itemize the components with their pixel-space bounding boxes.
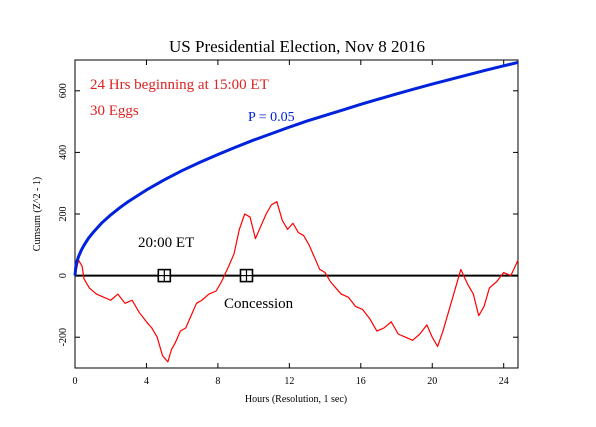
time-marker-2 [239, 268, 254, 283]
y-tick-label: 600 [58, 83, 69, 98]
chart-title: US Presidential Election, Nov 8 2016 [169, 37, 425, 56]
annotation-p-value: P = 0.05 [248, 110, 295, 125]
annotation-period: 24 Hrs beginning at 15:00 ET [90, 77, 269, 93]
p-value-envelope-line [73, 61, 519, 276]
time-marker-1 [157, 268, 172, 283]
x-tick-label: 16 [356, 376, 366, 387]
x-tick-label: 0 [73, 376, 78, 387]
y-tick-label: 200 [58, 207, 69, 222]
annotation-marker2: Concession [224, 296, 294, 312]
x-tick-label: 8 [215, 376, 220, 387]
series-layer [73, 61, 519, 363]
plot-area [74, 59, 519, 369]
x-tick-label: 20 [427, 376, 437, 387]
y-axis-label: Cumsum (Z^2 - 1) [32, 177, 43, 251]
y-tick-label: 0 [58, 273, 69, 278]
x-axis: 0 4 8 12 16 20 24 [73, 60, 509, 387]
x-axis-label: Hours (Resolution, 1 sec) [245, 394, 347, 405]
x-tick-label: 12 [284, 376, 294, 387]
annotation-eggs: 30 Eggs [90, 103, 139, 119]
x-tick-label: 24 [499, 376, 509, 387]
plot-frame [74, 59, 519, 369]
marker-layer [157, 268, 254, 283]
x-tick-label: 4 [144, 376, 149, 387]
y-axis: -200 0 200 400 600 [58, 83, 518, 346]
annotation-marker1: 20:00 ET [138, 235, 194, 251]
eggs-cumsum-line [74, 201, 519, 363]
y-tick-label: -200 [58, 328, 69, 346]
y-tick-label: 400 [58, 145, 69, 160]
